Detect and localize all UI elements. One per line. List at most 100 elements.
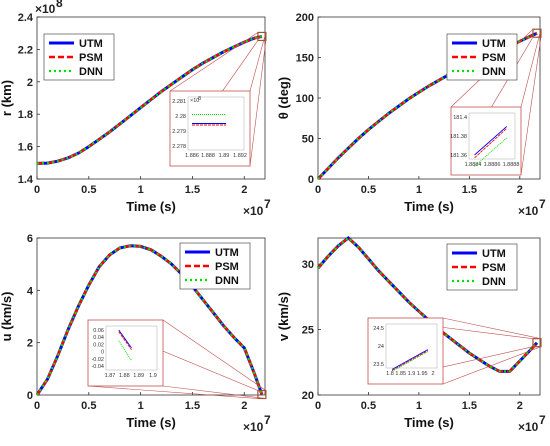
x-tick-label: 0.5 <box>81 184 96 196</box>
zoom-connector <box>162 385 266 399</box>
inset-y-tick-label: 181.4 <box>453 115 467 121</box>
inset-y-tick-label: 0 <box>101 350 104 356</box>
inset-x-tick-label: 1.9 <box>149 373 157 379</box>
inset-y-tick-label: -0.04 <box>91 364 104 370</box>
y-tick-label: 1.8 <box>18 109 33 121</box>
y-axis-label: r (km) <box>0 80 14 116</box>
inset-y-tick-label: 24 <box>378 344 384 350</box>
x-tick-label: 2 <box>241 184 247 196</box>
legend: UTM PSM DNN <box>446 33 518 81</box>
x-tick-label: 2 <box>517 400 523 412</box>
x-tick-label: 1.5 <box>185 184 200 196</box>
inset-series-utm <box>474 126 508 156</box>
zoom-target-box <box>257 389 267 400</box>
inset-y-tick-label: 23.5 <box>373 362 384 368</box>
inset-multiplier: ×10 <box>190 98 199 104</box>
y-tick-label: 1.6 <box>18 142 33 154</box>
inset-x-tick-label: 1.9 <box>408 371 416 377</box>
y-tick-label: 0 <box>308 174 314 186</box>
inset-y-tick-label: 0.06 <box>93 328 104 334</box>
inset-x-tick-label: 1.95 <box>417 371 428 377</box>
inset-r: 1.886 1.888 1.89 1.892 2.281 2.28 2.279 2.278 ×1… <box>169 90 251 167</box>
legend-label-dnn: DNN <box>79 66 103 78</box>
y-tick-label: 1.4 <box>18 174 34 186</box>
x-exponent: 7 <box>539 413 546 427</box>
series-dnn-line <box>317 32 538 180</box>
zoom-target-box <box>532 28 542 38</box>
legend: UTM PSM DNN <box>179 242 251 290</box>
y-axis-label: θ (deg) <box>276 77 291 119</box>
x-tick-label: 0.5 <box>361 184 376 196</box>
y-tick-label: 25 <box>302 325 314 337</box>
y-axis-label: v (km/s) <box>276 292 291 341</box>
x-multiplier: ×10 <box>243 204 264 218</box>
inset-x-tick-label: 1.89 <box>133 373 144 379</box>
inset-x-tick-label: 1.8 <box>386 371 394 377</box>
zoom-target-box <box>532 338 542 348</box>
x-axis-label: Time (s) <box>126 199 176 214</box>
x-tick-label: 0.5 <box>361 400 376 412</box>
series-psm-line <box>35 244 264 396</box>
legend-label-dnn: DNN <box>482 66 506 78</box>
y-tick-label: 4 <box>27 285 34 297</box>
zoom-connector <box>162 319 267 391</box>
x-tick-label: 2 <box>517 184 523 196</box>
zoom-connector <box>520 29 542 108</box>
series-dnn-line <box>317 236 538 373</box>
x-tick-label: 1 <box>138 184 144 196</box>
zoom-connector <box>87 385 258 399</box>
inset-x-tick-label: 1.886 <box>185 153 199 159</box>
y-tick-label: 20 <box>302 390 314 402</box>
panel-theta: 0 0.5 1 1.5 2 0 50 100 150 200 Time (s) θ (deg) ×10 7… <box>276 12 546 218</box>
inset-y-tick-label: 24.5 <box>373 326 384 332</box>
inset-x-tick-label: 1.88 <box>119 373 130 379</box>
y-tick-label: 50 <box>302 134 314 146</box>
legend-label-psm: PSM <box>482 262 506 274</box>
y-tick-label: 2 <box>27 77 33 89</box>
inset-theta: 1.8884 1.8886 1.8888 181.4 181.38 181.36 <box>450 106 522 176</box>
inset-y-tick-label: 2.279 <box>172 129 186 135</box>
legend-label-utm: UTM <box>79 38 103 50</box>
inset-x-tick-label: 1.8884 <box>465 162 482 168</box>
x-tick-label: 1.5 <box>185 400 200 412</box>
legend-label-psm: PSM <box>482 52 506 64</box>
zoom-connector <box>249 32 267 92</box>
legend-label-utm: UTM <box>215 247 239 259</box>
legend-label-dnn: DNN <box>215 275 239 287</box>
legend-label-psm: PSM <box>79 52 103 64</box>
zoom-connector <box>249 40 267 167</box>
legend-label-dnn: DNN <box>482 276 506 288</box>
x-tick-label: 1.5 <box>462 184 477 196</box>
x-multiplier: ×10 <box>243 420 264 434</box>
x-tick-label: 0 <box>34 400 40 412</box>
y-tick-label: 2.4 <box>18 12 34 24</box>
inset-y-tick-label: 2.28 <box>175 114 186 120</box>
inset-x-tick-label: 1.89 <box>219 153 230 159</box>
inset-y-tick-label: 0.04 <box>93 335 104 341</box>
legend-label-utm: UTM <box>482 38 506 50</box>
inset-y-tick-label: 181.38 <box>450 134 467 140</box>
inset-series-psm <box>391 350 429 371</box>
inset-axes <box>468 112 516 160</box>
x-tick-label: 0 <box>315 184 321 196</box>
legend-box <box>43 33 115 81</box>
inset-x-tick-label: 1.892 <box>233 153 247 159</box>
inset-x-tick-label: 2 <box>431 371 434 377</box>
inset-y-tick-label: 2.278 <box>172 144 186 150</box>
x-tick-label: 1 <box>416 400 422 412</box>
y-tick-label: 150 <box>296 53 314 65</box>
inset-x-tick-label: 1.8886 <box>484 162 501 168</box>
x-tick-label: 1 <box>138 400 144 412</box>
x-axis-label: Time (s) <box>126 415 176 430</box>
inset-x-tick-label: 1.85 <box>395 371 406 377</box>
x-multiplier: ×10 <box>518 420 539 434</box>
x-tick-label: 1 <box>416 184 422 196</box>
inset-v: 1.8 1.85 1.9 1.95 2 24.5 24 23.5 <box>367 317 444 385</box>
y-tick-label: 200 <box>296 12 314 24</box>
zoom-connector <box>442 346 542 385</box>
x-tick-label: 2 <box>241 400 247 412</box>
x-exponent: 7 <box>264 413 271 427</box>
